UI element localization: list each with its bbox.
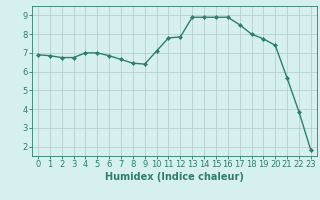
X-axis label: Humidex (Indice chaleur): Humidex (Indice chaleur)	[105, 172, 244, 182]
